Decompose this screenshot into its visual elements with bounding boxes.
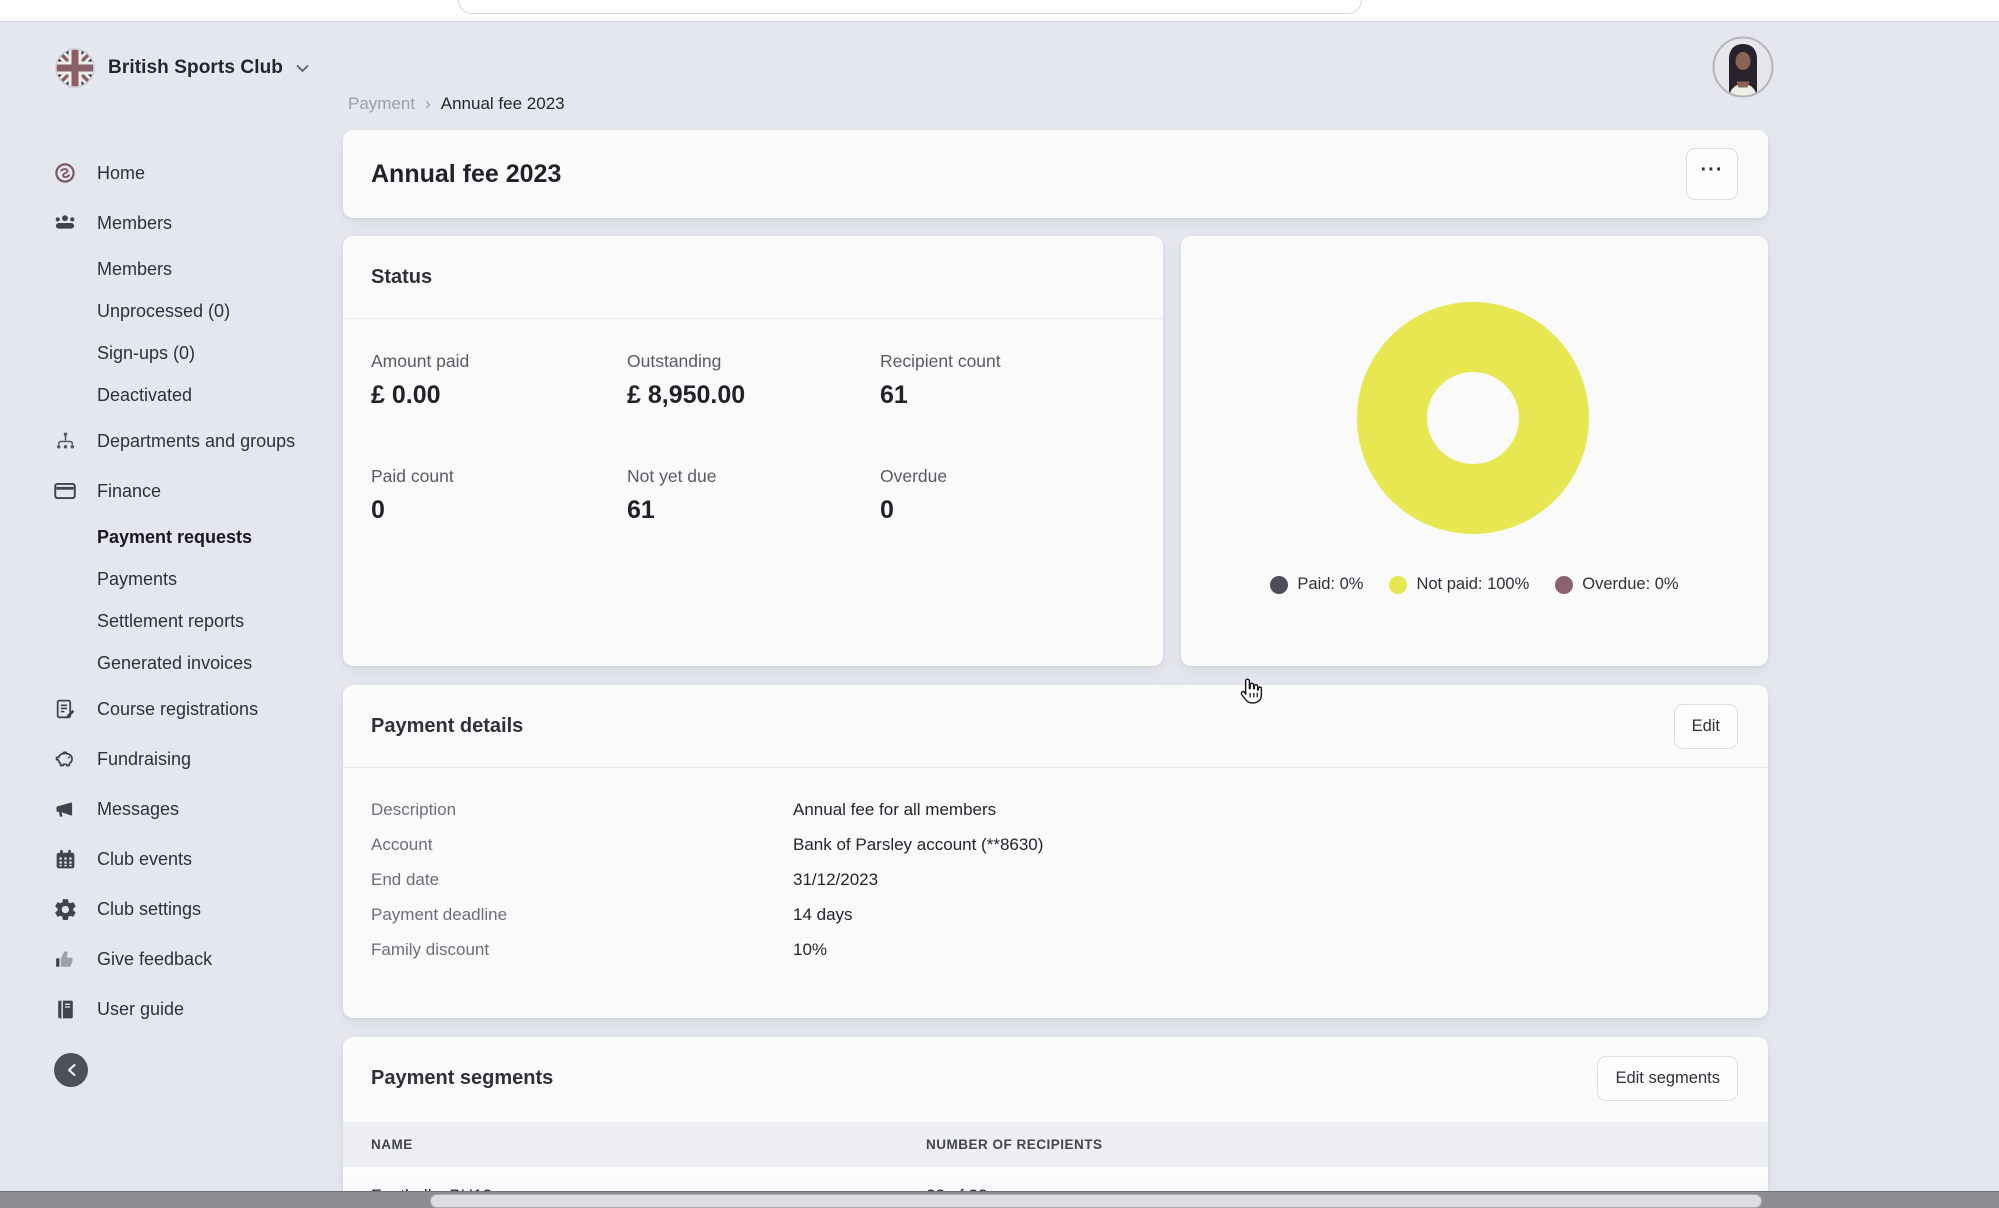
stat-amount-paid: Amount paid £ 0.00	[371, 351, 627, 410]
sidebar-item-finance[interactable]: Finance	[0, 466, 343, 516]
donut-chart	[1357, 302, 1589, 534]
sidebar-item-departments-and-groups[interactable]: Departments and groups	[0, 416, 343, 466]
breadcrumb-payment[interactable]: Payment	[348, 94, 415, 114]
sidebar-item-sign-ups[interactable]: Sign-ups (0)	[0, 332, 343, 374]
legend-dot-overdue	[1555, 576, 1573, 594]
more-options-button[interactable]: ···	[1686, 148, 1738, 200]
sidebar-item-messages[interactable]: Messages	[0, 784, 343, 834]
sidebar-item-give-feedback[interactable]: Give feedback	[0, 934, 343, 984]
stat-recipient-count: Recipient count 61	[880, 351, 1143, 410]
browser-omnibox[interactable]	[458, 0, 1362, 14]
club-switcher[interactable]: British Sports Club	[55, 48, 309, 88]
club-flag-logo	[55, 48, 95, 88]
status-stats-grid: Amount paid £ 0.00 Outstanding £ 8,950.0…	[343, 319, 1163, 525]
chevron-down-icon	[296, 64, 309, 73]
legend-item-not-paid: Not paid: 100%	[1389, 575, 1529, 594]
user-avatar[interactable]	[1712, 36, 1774, 98]
payment-status-chart-card: Paid: 0% Not paid: 100% Overdue: 0%	[1181, 236, 1768, 666]
detail-row-end-date: End date 31/12/2023	[371, 862, 1738, 897]
megaphone-icon	[52, 796, 78, 822]
sidebar-item-club-events[interactable]: Club events	[0, 834, 343, 884]
club-name: British Sports Club	[108, 57, 283, 79]
page-title: Annual fee 2023	[371, 160, 561, 189]
calendar-icon	[52, 846, 78, 872]
sidebar-item-fundraising[interactable]: Fundraising	[0, 734, 343, 784]
horizontal-scrollbar-track[interactable]	[0, 1191, 1999, 1208]
segments-table-header: NAME NUMBER OF RECIPIENTS	[343, 1122, 1768, 1167]
sidebar-item-home[interactable]: Home	[0, 148, 343, 198]
book-icon	[52, 996, 78, 1022]
stat-outstanding: Outstanding £ 8,950.00	[627, 351, 880, 410]
breadcrumb: Payment › Annual fee 2023	[348, 94, 565, 114]
detail-row-account: Account Bank of Parsley account (**8630)	[371, 827, 1738, 862]
edit-segments-button[interactable]: Edit segments	[1597, 1056, 1738, 1101]
legend-item-paid: Paid: 0%	[1270, 575, 1363, 594]
stat-not-yet-due: Not yet due 61	[627, 466, 880, 525]
status-card: Status Amount paid £ 0.00 Outstanding £ …	[343, 236, 1163, 666]
chart-legend: Paid: 0% Not paid: 100% Overdue: 0%	[1181, 575, 1768, 594]
sidebar-item-user-guide[interactable]: User guide	[0, 984, 343, 1034]
legend-dot-not-paid	[1389, 576, 1407, 594]
edit-payment-details-button[interactable]: Edit	[1674, 704, 1738, 749]
sidebar-nav: Home Members Members Unprocessed (0) Sig…	[0, 148, 343, 1034]
legend-dot-paid	[1270, 576, 1288, 594]
stat-overdue: Overdue 0	[880, 466, 1143, 525]
sidebar-item-course-registrations[interactable]: Course registrations	[0, 684, 343, 734]
piggy-bank-icon	[52, 746, 78, 772]
members-icon	[52, 210, 78, 236]
payment-details-card: Payment details Edit Description Annual …	[343, 685, 1768, 1018]
chevron-left-icon	[66, 1063, 77, 1077]
page-title-card: Annual fee 2023 ···	[343, 130, 1768, 218]
browser-chrome-strip	[0, 0, 1999, 22]
column-header-number-of-recipients: NUMBER OF RECIPIENTS	[926, 1137, 1768, 1152]
spond-logo-icon	[52, 160, 78, 186]
sidebar-collapse-button[interactable]	[54, 1053, 88, 1087]
sidebar-item-deactivated[interactable]: Deactivated	[0, 374, 343, 416]
detail-row-family-discount: Family discount 10%	[371, 932, 1738, 967]
stat-paid-count: Paid count 0	[371, 466, 627, 525]
sidebar-item-club-settings[interactable]: Club settings	[0, 884, 343, 934]
org-chart-icon	[52, 428, 78, 454]
payment-segments-title: Payment segments	[371, 1067, 553, 1090]
column-header-name: NAME	[371, 1137, 926, 1152]
sidebar-item-payments[interactable]: Payments	[0, 558, 343, 600]
sidebar-item-unprocessed[interactable]: Unprocessed (0)	[0, 290, 343, 332]
breadcrumb-current: Annual fee 2023	[441, 94, 565, 114]
document-pencil-icon	[52, 696, 78, 722]
payment-segments-card: Payment segments Edit segments NAME NUMB…	[343, 1037, 1768, 1208]
sidebar-item-settlement-reports[interactable]: Settlement reports	[0, 600, 343, 642]
sidebar-item-generated-invoices[interactable]: Generated invoices	[0, 642, 343, 684]
breadcrumb-separator-icon: ›	[425, 94, 431, 114]
sidebar-item-members[interactable]: Members	[0, 198, 343, 248]
gear-icon	[52, 896, 78, 922]
horizontal-scrollbar-thumb[interactable]	[430, 1194, 1762, 1208]
status-card-title: Status	[371, 266, 432, 289]
thumbs-up-icon	[52, 946, 78, 972]
sidebar-item-payment-requests[interactable]: Payment requests	[0, 516, 343, 558]
credit-card-icon	[52, 478, 78, 504]
detail-row-payment-deadline: Payment deadline 14 days	[371, 897, 1738, 932]
detail-row-description: Description Annual fee for all members	[371, 792, 1738, 827]
payment-details-rows: Description Annual fee for all members A…	[343, 768, 1768, 967]
sidebar-item-members-sub[interactable]: Members	[0, 248, 343, 290]
legend-item-overdue: Overdue: 0%	[1555, 575, 1678, 594]
payment-details-title: Payment details	[371, 715, 523, 738]
